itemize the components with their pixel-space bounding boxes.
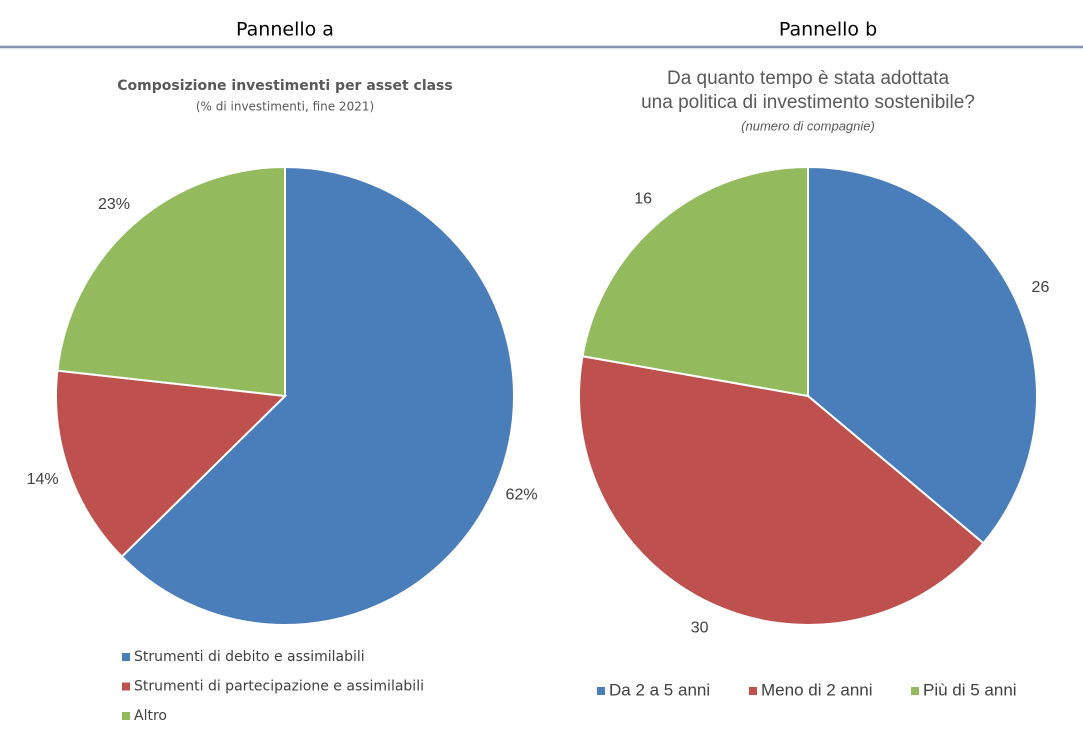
pie-slice <box>581 165 809 398</box>
pie-slice <box>807 165 1038 545</box>
panel-heading: Pannello a <box>236 19 334 41</box>
pie-slice <box>56 165 286 398</box>
chart-title: una politica di investimento sostenibile… <box>641 92 975 113</box>
chart-subtitle: (% di investimenti, fine 2021) <box>196 100 374 114</box>
legend-label: Da 2 a 5 anni <box>609 680 710 699</box>
data-label: 14% <box>27 471 59 488</box>
panel-heading: Pannello b <box>779 19 877 41</box>
legend-swatch <box>122 682 130 691</box>
data-label: 62% <box>506 486 538 503</box>
data-label: 30 <box>691 620 709 637</box>
chart-title: Da quanto tempo è stata adottata <box>667 68 949 89</box>
data-label: 26 <box>1032 279 1050 296</box>
legend-label: Altro <box>134 708 167 724</box>
chart-subtitle: (numero di compagnie) <box>741 118 875 133</box>
data-label: 16 <box>634 191 652 208</box>
legend-swatch <box>911 687 919 695</box>
pie-slice <box>578 355 985 626</box>
pie-slice <box>120 165 515 626</box>
legend-label: Più di 5 anni <box>923 680 1017 699</box>
legend-swatch <box>122 653 130 661</box>
pie-slice <box>55 369 288 559</box>
data-label: 23% <box>98 196 130 213</box>
chart-title: Composizione investimenti per asset clas… <box>117 78 452 94</box>
legend-label: Meno di 2 anni <box>761 680 873 699</box>
legend-swatch <box>597 687 605 695</box>
legend-label: Strumenti di partecipazione e assimilabi… <box>134 679 424 695</box>
legend-label: Strumenti di debito e assimilabili <box>134 649 365 665</box>
legend-swatch <box>122 712 130 720</box>
legend-swatch <box>749 687 757 695</box>
